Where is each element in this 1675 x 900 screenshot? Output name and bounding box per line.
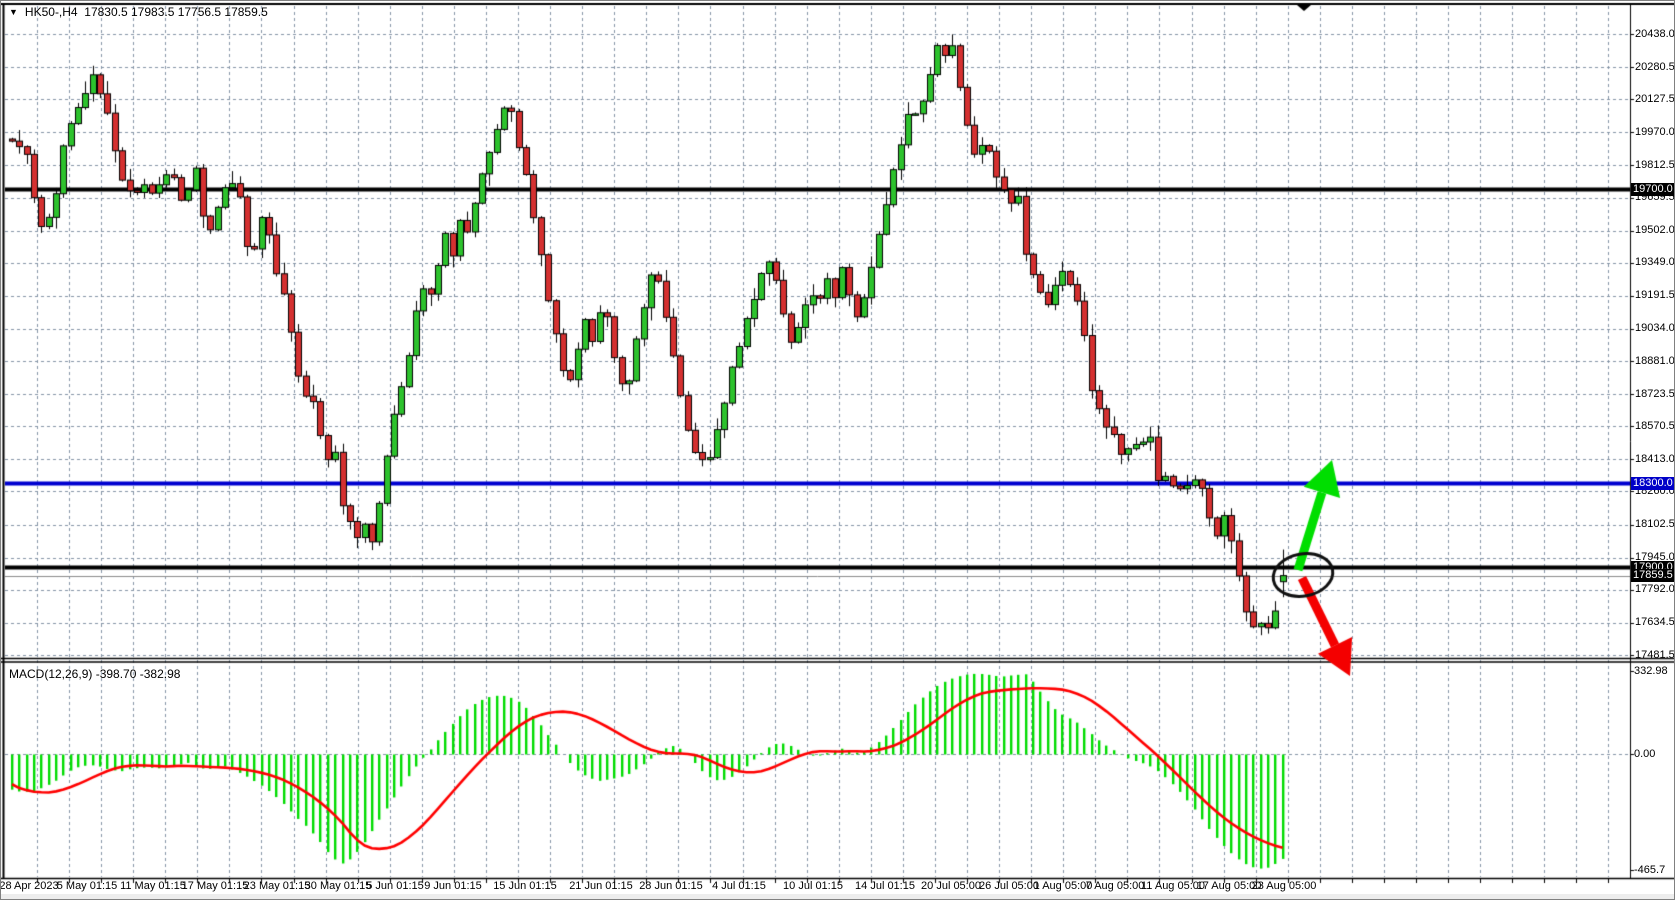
time-axis-label: 10 Jul 01:15 — [783, 880, 843, 892]
price-axis-label: 19970.0 — [1635, 125, 1675, 138]
window-bottom-strip — [1, 894, 1674, 899]
time-axis-label: 11 May 01:15 — [120, 880, 186, 892]
price-axis-label: 17481.5 — [1635, 648, 1675, 661]
price-axis-label: 17792.0 — [1635, 583, 1675, 596]
time-axis-label: 30 May 01:15 — [304, 880, 372, 892]
current-price-badge: 17859.5 — [1631, 569, 1674, 583]
level-price-badge: 19700.0 — [1631, 182, 1674, 196]
price-axis-label: 18413.0 — [1635, 452, 1675, 465]
time-axis-label: 21 Jun 01:15 — [569, 880, 633, 892]
time-axis-label: 28 Apr 2023 — [0, 880, 59, 892]
time-axis-label: 20 Jul 05:00 — [921, 880, 981, 892]
time-axis-label: 23 May 01:15 — [243, 880, 311, 892]
price-axis-label: 20127.5 — [1635, 92, 1675, 105]
chart-ohlc-values: 17830.5 17983.5 17756.5 17859.5 — [84, 5, 268, 19]
time-axis-label: 4 Jul 01:15 — [712, 880, 766, 892]
macd-indicator-label: MACD(12,26,9) -398.70 -382.98 — [9, 667, 181, 681]
chart-title: ▼ HK50-,H4 17830.5 17983.5 17756.5 17859.… — [9, 5, 268, 19]
price-axis-label: 17634.5 — [1635, 616, 1675, 629]
price-axis-label: 20438.0 — [1635, 27, 1675, 40]
time-axis-label: 7 Aug 05:00 — [1085, 880, 1145, 892]
macd-axis-label: 332.98 — [1634, 664, 1668, 677]
price-axis-label: 18723.5 — [1635, 387, 1675, 400]
time-axis-label: 23 Aug 05:00 — [1251, 880, 1317, 892]
time-axis-label: 28 Jun 01:15 — [639, 880, 703, 892]
price-axis-label: 18102.5 — [1635, 518, 1675, 531]
time-axis-label: 15 Jun 01:15 — [493, 880, 557, 892]
time-axis-label: 5 May 01:15 — [56, 880, 118, 892]
macd-axis-label: -465.7 — [1634, 863, 1666, 876]
level-price-badge: 18300.0 — [1631, 476, 1674, 490]
price-axis-label: 20280.5 — [1635, 60, 1675, 73]
time-axis-label: 9 Jun 01:15 — [424, 880, 482, 892]
price-axis-label: 18570.5 — [1635, 419, 1675, 432]
time-axis-label: 17 Aug 05:00 — [1196, 880, 1262, 892]
price-axis-label: 19812.5 — [1635, 158, 1675, 171]
chart-symbol-period: HK50-,H4 — [24, 5, 78, 19]
price-axis-label: 18881.0 — [1635, 354, 1675, 367]
macd-axis-label: 0.00 — [1634, 747, 1656, 760]
price-axis-label: 17945.0 — [1635, 551, 1675, 564]
chevron-down-icon[interactable]: ▼ — [9, 7, 18, 17]
price-axis-label: 19502.0 — [1635, 224, 1675, 237]
time-axis-label: 26 Jul 05:00 — [979, 880, 1039, 892]
time-axis-label: 17 May 01:15 — [181, 880, 249, 892]
time-axis-label: 5 Jun 01:15 — [366, 880, 424, 892]
time-axis-label: 11 Aug 05:00 — [1140, 880, 1206, 892]
price-axis-label: 19034.0 — [1635, 322, 1675, 335]
price-axis-label: 19191.5 — [1635, 289, 1675, 302]
price-axis-label: 19349.0 — [1635, 256, 1675, 269]
time-axis-label: 14 Jul 01:15 — [855, 880, 915, 892]
time-axis-label: 1 Aug 05:00 — [1033, 880, 1093, 892]
